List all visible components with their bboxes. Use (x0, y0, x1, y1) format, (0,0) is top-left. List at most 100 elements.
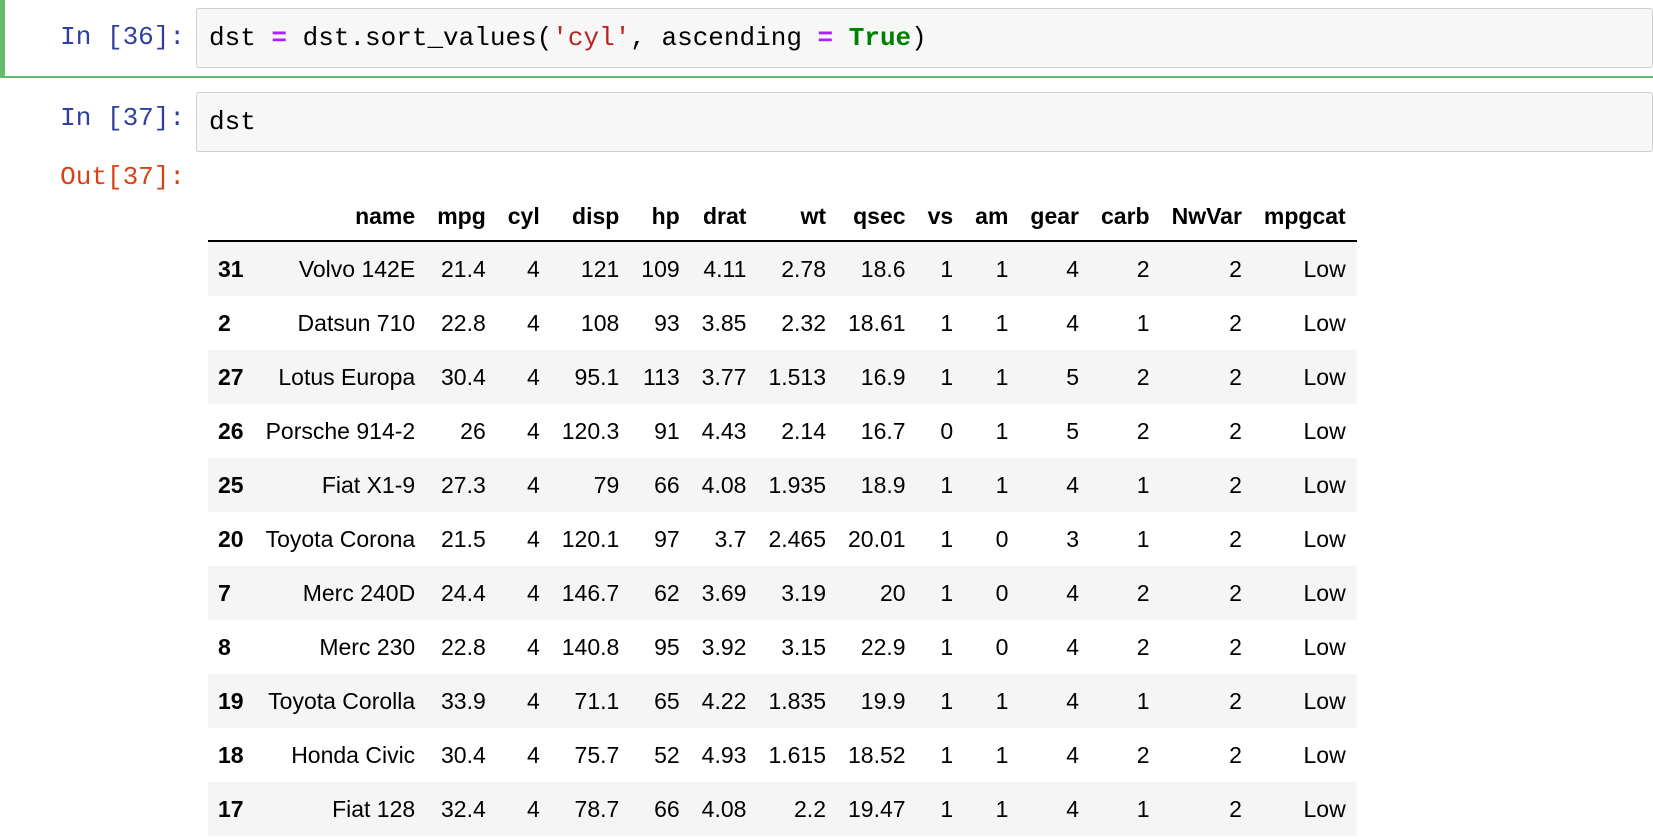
table-cell: 4.93 (701, 741, 747, 768)
table-cell: 2.2 (794, 795, 826, 822)
table-cell: Toyota Corolla (268, 687, 416, 714)
table-cell: 20 (879, 579, 906, 606)
table-cell: 4 (1066, 633, 1079, 660)
column-header: mpg (426, 192, 497, 242)
table-cell: 32.4 (440, 795, 486, 822)
table-cell: Honda Civic (291, 741, 416, 768)
table-cell: 1 (995, 687, 1009, 714)
table-cell: Low (1303, 417, 1346, 444)
column-header: drat (690, 192, 758, 242)
table-cell: 3.92 (701, 633, 747, 660)
code-input-36[interactable]: dst = dst.sort_values('cyl', ascending =… (196, 8, 1653, 68)
column-header: carb (1090, 192, 1161, 242)
table-cell: 18.9 (860, 471, 906, 498)
table-cell: 2 (1229, 417, 1242, 444)
table-cell: Low (1303, 525, 1346, 552)
table-cell: 62 (654, 579, 680, 606)
table-cell: 4 (526, 741, 540, 768)
table-cell: Datsun 710 (297, 309, 416, 336)
table-cell: Fiat 128 (332, 795, 416, 822)
table-cell: 2.465 (768, 525, 826, 552)
table-cell: 1.513 (768, 363, 826, 390)
table-cell: 79 (593, 471, 620, 498)
table-cell: 4 (1066, 471, 1079, 498)
table-cell: 2 (1229, 309, 1242, 336)
table-body: 31 Volvo 142E 21.4 4 121 109 4.11 2.78 18.6 1 1 4 2 2… (208, 241, 1357, 836)
code-string: 'cyl' (552, 23, 631, 53)
table-cell: 3.19 (781, 579, 826, 606)
column-header: hp (630, 192, 691, 242)
table-cell: 1 (940, 795, 954, 822)
table-cell: Merc 240D (302, 579, 416, 606)
table-cell: 1 (995, 795, 1009, 822)
table-cell: 1.615 (768, 741, 826, 768)
table-cell: 1 (1136, 309, 1150, 336)
table-cell: 1 (1136, 795, 1150, 822)
table-cell: 4 (526, 255, 540, 282)
table-cell: 1 (940, 687, 954, 714)
row-index: 27 (218, 363, 244, 390)
table-row: 27 Lotus Europa 30.4 4 95.1 113 3.77 1.513 16.9 1… (208, 350, 1357, 404)
table-cell: 3.77 (701, 363, 747, 390)
table-row: 7 Merc 240D 24.4 4 146.7 62 3.69 3.19 20 1 0 4 2 2 Low (208, 566, 1357, 620)
table-row: 31 Volvo 142E 21.4 4 121 109 4.11 2.78 18.6 1 1 4 2 2… (208, 241, 1357, 296)
code-cell-36[interactable]: In [36]: dst = dst.sort_values('cyl', as… (0, 0, 1653, 78)
row-index: 31 (218, 255, 244, 282)
table-cell: 2 (1136, 363, 1150, 390)
output-prompt-37: Out[37]: (60, 162, 185, 192)
column-header: name (254, 192, 427, 242)
table-cell: 66 (654, 795, 680, 822)
table-cell: Low (1303, 309, 1346, 336)
column-header: NwVar (1160, 192, 1253, 242)
table-cell: 109 (641, 255, 680, 282)
table-cell: 26 (460, 417, 486, 444)
table-cell: Low (1303, 471, 1346, 498)
table-cell: 4 (526, 579, 540, 606)
table-cell: 3.7 (714, 525, 747, 552)
table-cell: 4 (1066, 687, 1079, 714)
table-cell: 1 (940, 309, 954, 336)
table-cell: 1 (1136, 471, 1150, 498)
table-cell: 2 (1229, 255, 1242, 282)
table-cell: 5 (1066, 417, 1079, 444)
table-cell: 1 (940, 363, 954, 390)
table-cell: 2 (1136, 579, 1150, 606)
code-cell-37[interactable]: In [37]: dst Out[37]: (0, 80, 1653, 839)
table-cell: 1 (995, 255, 1009, 282)
table-cell: Low (1303, 687, 1346, 714)
table-cell: 1 (995, 309, 1009, 336)
table-cell: 22.8 (440, 309, 486, 336)
code-keyword: True (848, 23, 912, 53)
table-cell: 5 (1066, 363, 1079, 390)
row-index: 18 (218, 741, 244, 768)
table-cell: 2 (1136, 417, 1150, 444)
row-index: 19 (218, 687, 244, 714)
column-header: cyl (496, 192, 551, 242)
table-cell: 4 (1066, 579, 1079, 606)
row-index: 7 (218, 579, 231, 606)
table-cell: 18.6 (860, 255, 906, 282)
table-cell: 4 (526, 471, 540, 498)
table-header: name mpg cyl disp hp drat wt qsec vs am gear carb Nw… (208, 192, 1357, 242)
column-header: wt (757, 192, 837, 242)
table-cell: 1 (940, 255, 954, 282)
table-cell: 21.5 (440, 525, 486, 552)
table-cell: 4 (1066, 255, 1079, 282)
table-cell: 1 (995, 363, 1009, 390)
table-cell: 3.15 (781, 633, 826, 660)
table-cell: 22.9 (860, 633, 906, 660)
row-index: 17 (218, 795, 244, 822)
column-header: disp (550, 192, 631, 242)
code-input-37[interactable]: dst (196, 92, 1653, 152)
table-cell: 2 (1229, 363, 1242, 390)
code-token: dst (209, 23, 272, 53)
table-cell: 2.32 (781, 309, 826, 336)
table-cell: 1 (940, 579, 954, 606)
table-cell: 95 (654, 633, 680, 660)
table-cell: 113 (643, 363, 680, 390)
table-cell: 2 (1136, 741, 1150, 768)
row-index: 8 (218, 633, 231, 660)
table-cell: 1 (995, 471, 1009, 498)
dataframe-table: name mpg cyl disp hp drat wt qsec vs am gear carb Nw… (208, 192, 1357, 836)
table-cell: 2 (1229, 471, 1242, 498)
